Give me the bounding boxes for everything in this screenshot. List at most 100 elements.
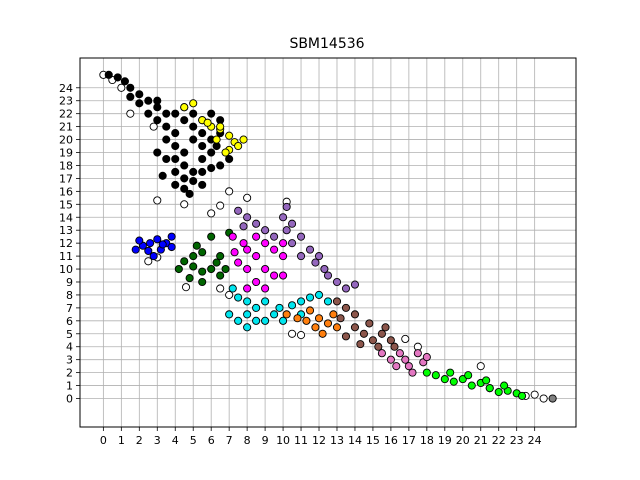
data-point	[239, 135, 248, 144]
data-point	[135, 99, 144, 108]
data-point	[282, 226, 291, 235]
point-series	[422, 368, 527, 400]
data-point	[548, 394, 557, 403]
data-point	[225, 154, 234, 164]
data-point	[341, 303, 351, 312]
data-point	[135, 90, 144, 99]
data-point	[239, 222, 248, 231]
data-point	[476, 362, 485, 371]
data-point	[288, 329, 297, 338]
data-point	[167, 242, 176, 252]
data-point	[332, 323, 342, 332]
data-point	[252, 316, 261, 325]
y-tick-label: 13	[59, 224, 73, 237]
data-point	[216, 201, 225, 210]
data-point	[216, 271, 225, 280]
x-tick-label: 12	[312, 434, 326, 447]
data-point	[252, 252, 261, 261]
data-point	[158, 240, 167, 249]
data-point	[482, 376, 491, 385]
point-series	[225, 284, 333, 332]
chart-title: SBM14536	[289, 36, 364, 52]
data-point	[198, 248, 207, 257]
data-point	[234, 293, 243, 302]
x-tick-label: 0	[100, 434, 107, 447]
data-point	[146, 239, 155, 248]
data-point	[171, 154, 180, 164]
data-point	[279, 316, 288, 325]
data-point	[207, 264, 216, 274]
data-point	[243, 284, 252, 293]
y-tick-label: 12	[59, 237, 73, 250]
data-point	[311, 323, 320, 332]
data-point	[243, 297, 252, 306]
data-point	[162, 154, 171, 164]
data-point	[359, 329, 368, 338]
data-point	[485, 384, 494, 393]
data-point	[216, 122, 225, 131]
data-point	[350, 280, 360, 289]
data-point	[261, 316, 270, 325]
data-point	[189, 122, 198, 131]
data-point	[198, 141, 207, 151]
data-point	[261, 284, 270, 293]
y-tick-label: 0	[66, 393, 73, 406]
data-point	[431, 371, 440, 380]
data-point	[365, 319, 374, 328]
data-point	[314, 314, 324, 323]
data-point	[171, 109, 180, 118]
data-point	[282, 202, 291, 211]
data-point	[377, 329, 386, 338]
data-point	[293, 314, 302, 323]
x-tick-label: 14	[348, 434, 362, 447]
data-point	[158, 171, 167, 180]
data-point	[171, 167, 180, 176]
data-point	[120, 77, 129, 86]
data-point	[318, 329, 327, 338]
data-point	[234, 141, 243, 151]
data-point	[198, 167, 207, 176]
data-point	[126, 92, 135, 101]
data-point	[153, 235, 162, 244]
data-point	[216, 161, 225, 170]
data-point	[131, 245, 140, 254]
x-tick-label: 2	[136, 434, 143, 447]
point-series	[228, 232, 288, 293]
data-point	[189, 109, 198, 118]
data-point	[162, 109, 171, 118]
data-point	[494, 387, 503, 397]
data-point	[401, 355, 410, 364]
data-point	[252, 303, 261, 312]
data-point	[329, 310, 338, 319]
data-point	[288, 219, 297, 228]
data-point	[408, 368, 417, 377]
data-point	[171, 129, 180, 138]
data-point	[368, 336, 377, 345]
data-point	[279, 239, 288, 248]
data-point	[216, 252, 225, 261]
y-tick-label: 8	[66, 289, 73, 302]
data-point	[413, 349, 422, 358]
data-point	[305, 245, 315, 254]
x-tick-label: 16	[384, 434, 398, 447]
data-point	[181, 283, 191, 292]
data-point	[279, 252, 288, 261]
data-point	[374, 342, 383, 351]
data-point	[261, 239, 270, 248]
data-point	[302, 316, 311, 325]
data-point	[189, 167, 198, 176]
data-point	[189, 262, 198, 271]
y-tick-label: 10	[59, 263, 73, 276]
data-point	[305, 306, 315, 315]
data-point	[381, 323, 390, 332]
data-point	[228, 284, 237, 293]
data-point	[350, 310, 360, 319]
data-point	[135, 236, 144, 245]
data-point	[113, 73, 122, 82]
data-point	[500, 381, 509, 390]
data-point	[203, 118, 212, 127]
data-point	[228, 232, 237, 241]
data-point	[341, 332, 351, 341]
data-point	[422, 368, 431, 377]
data-point	[464, 371, 473, 380]
